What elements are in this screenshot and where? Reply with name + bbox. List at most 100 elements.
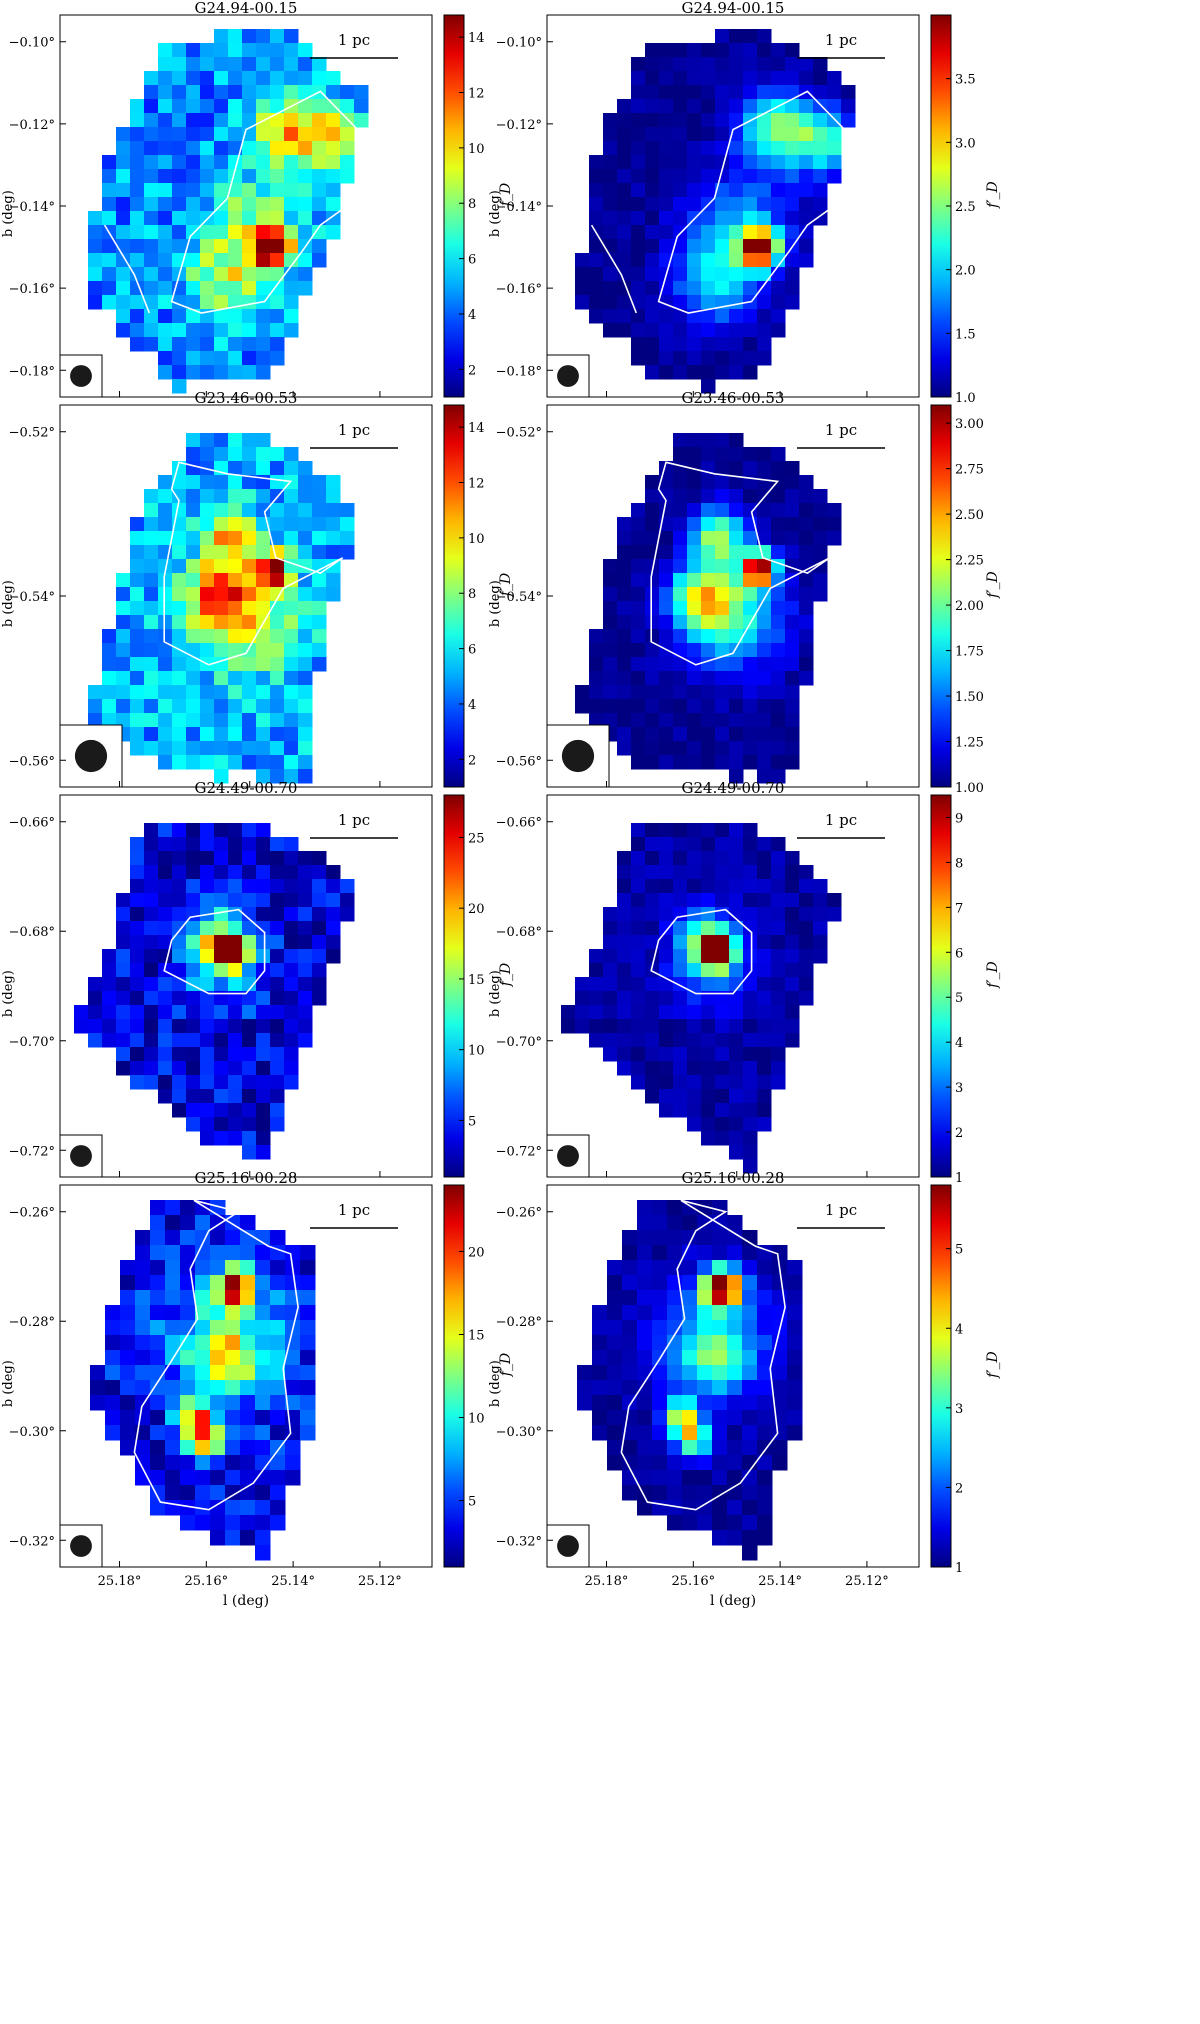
heatmap-pixel (312, 57, 327, 72)
heatmap-pixel (270, 1335, 286, 1351)
heatmap-pixel (256, 337, 271, 352)
heatmap-pixel (200, 879, 215, 894)
heatmap-pixel (743, 921, 758, 936)
heatmap-pixel (603, 615, 618, 630)
heatmap-pixel (298, 1019, 313, 1034)
heatmap-pixel (631, 615, 646, 630)
heatmap-pixel (130, 713, 145, 728)
heatmap-pixel (285, 1455, 301, 1471)
heatmap-pixel (172, 559, 187, 574)
heatmap-pixel (771, 197, 786, 212)
heatmap-pixel (787, 1320, 803, 1336)
heatmap-pixel (242, 935, 257, 950)
heatmap-pixel (228, 823, 243, 838)
heatmap-pixel (603, 155, 618, 170)
heatmap-pixel (195, 1410, 211, 1426)
heatmap-pixel (592, 1350, 608, 1366)
heatmap-pixel (757, 671, 772, 686)
heatmap-pixel (256, 141, 271, 156)
y-tick-label: −0.70° (496, 1035, 542, 1050)
heatmap-pixel (631, 211, 646, 226)
heatmap-pixel (255, 1530, 271, 1546)
heatmap-pixel (242, 433, 257, 448)
heatmap-pixel (256, 1061, 271, 1076)
heatmap-pixel (256, 85, 271, 100)
heatmap-pixel (116, 225, 131, 240)
heatmap-pixel (130, 643, 145, 658)
heatmap-pixel (607, 1350, 623, 1366)
heatmap-pixel (701, 935, 716, 950)
heatmap-pixel (617, 935, 632, 950)
colorbar-tick-label: 5 (468, 1114, 476, 1129)
heatmap-pixel (673, 85, 688, 100)
heatmap-pixel (645, 253, 660, 268)
heatmap-pixel (742, 1320, 758, 1336)
heatmap-pixel (743, 1005, 758, 1020)
heatmap-pixel (652, 1260, 668, 1276)
heatmap-pixel (813, 517, 828, 532)
heatmap-pixel (144, 879, 159, 894)
heatmap-pixel (270, 1470, 286, 1486)
heatmap-pixel (659, 183, 674, 198)
heatmap-pixel (785, 225, 800, 240)
heatmap-pixel (715, 1089, 730, 1104)
heatmap-pixel (673, 155, 688, 170)
scale-bar-label: 1 pc (825, 811, 857, 829)
heatmap-pixel (617, 963, 632, 978)
heatmap-pixel (715, 433, 730, 448)
heatmap-pixel (120, 1260, 136, 1276)
heatmap-pixel (607, 1320, 623, 1336)
heatmap-pixel (659, 197, 674, 212)
heatmap-pixel (697, 1275, 713, 1291)
heatmap-pixel (667, 1200, 683, 1216)
heatmap-pixel (255, 1470, 271, 1486)
heatmap-pixel (200, 351, 215, 366)
heatmap-pixel (130, 727, 145, 742)
heatmap-pixel (631, 559, 646, 574)
heatmap-pixel (757, 253, 772, 268)
heatmap-pixel (687, 447, 702, 462)
heatmap-pixel (284, 461, 299, 476)
heatmap-pixel (284, 43, 299, 58)
heatmap-pixel (757, 29, 772, 44)
heatmap-pixel (729, 671, 744, 686)
heatmap-pixel (813, 85, 828, 100)
heatmap-pixel (687, 921, 702, 936)
heatmap-pixel (186, 1019, 201, 1034)
heatmap-pixel (240, 1365, 256, 1381)
heatmap-pixel (757, 949, 772, 964)
heatmap-pixel (631, 837, 646, 852)
heatmap-pixel (592, 1365, 608, 1381)
heatmap-pixel (603, 253, 618, 268)
heatmap-pixel (242, 1075, 257, 1090)
heatmap-pixel (135, 1305, 151, 1321)
heatmap-pixel (130, 1061, 145, 1076)
heatmap-pixel (298, 71, 313, 86)
heatmap-pixel (172, 699, 187, 714)
heatmap-pixel (214, 921, 229, 936)
heatmap-pixel (617, 127, 632, 142)
heatmap-pixel (284, 713, 299, 728)
beam-ellipse (557, 365, 579, 387)
heatmap-pixel (298, 699, 313, 714)
heatmap-pixel (742, 1290, 758, 1306)
heatmap-pixel (631, 545, 646, 560)
heatmap-pixel (214, 85, 229, 100)
heatmap-pixel (186, 127, 201, 142)
heatmap-pixel (645, 267, 660, 282)
heatmap-pixel (200, 865, 215, 880)
heatmap-pixel (743, 323, 758, 338)
heatmap-pixel (312, 963, 327, 978)
heatmap-pixel (186, 1047, 201, 1062)
x-tick-label: 25.16° (671, 1574, 715, 1589)
heatmap-pixel (715, 85, 730, 100)
heatmap-pixel (592, 1380, 608, 1396)
heatmap-pixel (729, 57, 744, 72)
heatmap-pixel (214, 337, 229, 352)
heatmap-pixel (771, 755, 786, 770)
heatmap-pixel (144, 503, 159, 518)
heatmap-pixel (186, 267, 201, 282)
heatmap-pixel (631, 699, 646, 714)
contour-line (163, 908, 266, 995)
heatmap-pixel (607, 1290, 623, 1306)
